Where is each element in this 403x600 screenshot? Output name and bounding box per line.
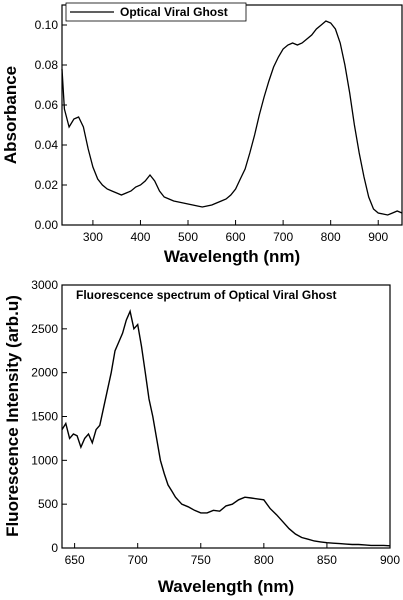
fluorescence-y-ticks: 0 500 1000 1500 2000 2500 3000 [31, 278, 67, 555]
fluorescence-chart-title: Fluorescence spectrum of Optical Viral G… [76, 288, 337, 302]
fluorescence-y-tick-label: 2000 [31, 366, 58, 380]
fluorescence-x-axis-label: Wavelength (nm) [158, 577, 294, 596]
absorbance-x-tick-label: 700 [273, 230, 293, 244]
absorbance-series-line [61, 20, 403, 216]
fluorescence-series-line [61, 309, 391, 547]
fluorescence-x-tick-label: 900 [380, 553, 400, 567]
absorbance-x-ticks: 300 400 500 600 700 800 900 [83, 220, 389, 244]
absorbance-x-tick-label: 300 [83, 230, 103, 244]
absorbance-x-tick-label: 500 [178, 230, 198, 244]
absorbance-y-tick-label: 0.04 [35, 138, 59, 152]
fluorescence-y-tick-label: 1000 [31, 453, 58, 467]
absorbance-y-tick-label: 0.08 [35, 58, 59, 72]
absorbance-chart: 0.00 0.02 0.04 0.06 0.08 0.10 300 400 500 600 700… [1, 2, 403, 266]
absorbance-y-tick-label: 0.06 [35, 98, 59, 112]
absorbance-legend-label: Optical Viral Ghost [120, 5, 228, 19]
absorbance-y-ticks: 0.00 0.02 0.04 0.06 0.08 0.10 [35, 18, 67, 232]
absorbance-x-tick-label: 900 [368, 230, 388, 244]
fluorescence-x-tick-label: 800 [254, 553, 274, 567]
fluorescence-plot-frame [61, 284, 391, 549]
absorbance-y-tick-label: 0.00 [35, 218, 59, 232]
fluorescence-chart: 0 500 1000 1500 2000 2500 3000 650 700 750 800 850… [3, 278, 400, 596]
absorbance-x-tick-label: 800 [321, 230, 341, 244]
absorbance-y-axis-label: Absorbance [1, 66, 20, 164]
fluorescence-x-ticks: 650 700 750 800 850 900 [65, 543, 400, 567]
absorbance-x-axis-label: Wavelength (nm) [164, 247, 300, 266]
fluorescence-y-tick-label: 3000 [31, 278, 58, 292]
absorbance-x-tick-label: 600 [226, 230, 246, 244]
absorbance-legend-box [65, 2, 247, 22]
absorbance-y-tick-label: 0.02 [35, 178, 59, 192]
fluorescence-y-tick-label: 1500 [31, 410, 58, 424]
fluorescence-x-tick-label: 750 [191, 553, 211, 567]
fluorescence-y-tick-label: 500 [38, 497, 58, 511]
absorbance-y-tick-label: 0.10 [35, 18, 59, 32]
fluorescence-x-tick-label: 700 [128, 553, 148, 567]
fluorescence-y-axis-label: Fluorescence Intensity (arb.u) [3, 295, 22, 537]
fluorescence-y-tick-label: 0 [51, 541, 58, 555]
fluorescence-y-tick-label: 2500 [31, 322, 58, 336]
fluorescence-x-tick-label: 850 [317, 553, 337, 567]
absorbance-x-tick-label: 400 [130, 230, 150, 244]
fluorescence-x-tick-label: 650 [65, 553, 85, 567]
